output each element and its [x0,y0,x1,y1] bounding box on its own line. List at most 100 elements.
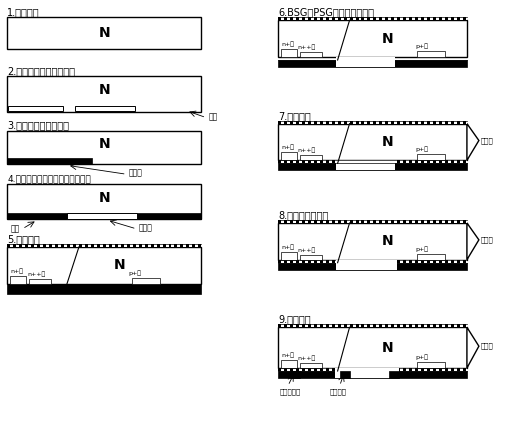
Bar [7,283,201,293]
Bar [412,260,415,263]
Bar [317,17,320,20]
Bar [343,324,347,327]
Bar [350,324,352,327]
Bar [370,368,374,371]
Bar [7,247,201,283]
Bar [287,17,290,20]
Bar [290,17,293,20]
Bar [299,161,302,163]
Bar [347,368,350,371]
Bar [403,324,407,327]
Bar [335,260,398,270]
Bar [442,17,445,20]
Bar [361,220,365,223]
Bar [325,121,329,124]
Text: 2.背面基区丝网印刷硼浆: 2.背面基区丝网印刷硼浆 [7,66,75,76]
Bar [189,244,192,247]
Bar [7,158,92,164]
Bar [334,121,338,124]
Bar [409,220,412,223]
Bar [314,17,317,20]
Bar [7,213,67,219]
Text: 磷浆: 磷浆 [11,224,20,233]
Bar [338,121,341,124]
Bar [454,260,457,263]
Text: n++层: n++层 [298,148,316,153]
Bar [379,324,382,327]
Bar [287,260,290,263]
Bar [398,161,400,163]
Bar [300,363,322,368]
Bar [388,121,391,124]
Bar [308,161,311,163]
Bar [385,324,388,327]
Bar [284,368,287,371]
Bar [412,324,415,327]
Bar [442,121,445,124]
Bar [427,368,430,371]
Bar [433,368,436,371]
Bar [388,220,391,223]
Bar [299,260,302,263]
Bar [433,161,436,163]
Bar [332,220,334,223]
Bar [445,368,448,371]
Bar [454,161,457,163]
Text: N: N [382,32,393,46]
Bar [454,121,457,124]
Bar [284,220,287,223]
Bar [278,121,281,124]
Text: n+层: n+层 [11,268,23,273]
Bar [439,161,442,163]
Bar [278,263,467,270]
Bar [61,244,64,247]
Bar [323,220,325,223]
Bar [296,324,299,327]
Bar [400,121,403,124]
Bar [334,161,338,163]
Bar [334,368,338,371]
Bar [379,368,382,371]
Bar [293,324,296,327]
Bar [415,121,418,124]
Bar [394,161,398,163]
Bar [356,17,358,20]
Text: 基区电极: 基区电极 [330,388,347,395]
Bar [22,244,25,247]
Bar [439,368,442,371]
Bar [448,17,451,20]
Bar [40,244,43,247]
Bar [343,220,347,223]
Bar [457,161,460,163]
Bar [311,17,314,20]
Bar [391,121,394,124]
Bar [463,121,466,124]
Bar [142,244,145,247]
Bar [109,244,112,247]
Bar [466,17,467,20]
Bar [374,368,376,371]
Bar [311,220,314,223]
Bar [451,368,454,371]
Bar [332,324,334,327]
Bar [350,121,352,124]
Bar [281,161,284,163]
Bar [332,17,334,20]
Bar [391,220,394,223]
Bar [11,244,13,247]
Bar [442,260,445,263]
Bar [34,244,37,247]
Bar [311,324,314,327]
Bar [323,17,325,20]
Text: n++层: n++层 [298,355,316,361]
Bar [284,121,287,124]
Bar [439,17,442,20]
Bar [367,17,370,20]
Bar [385,121,388,124]
Bar [421,161,424,163]
Bar [427,121,430,124]
Bar [352,368,356,371]
Text: N: N [99,138,110,151]
Bar [100,244,103,247]
Bar [343,17,347,20]
